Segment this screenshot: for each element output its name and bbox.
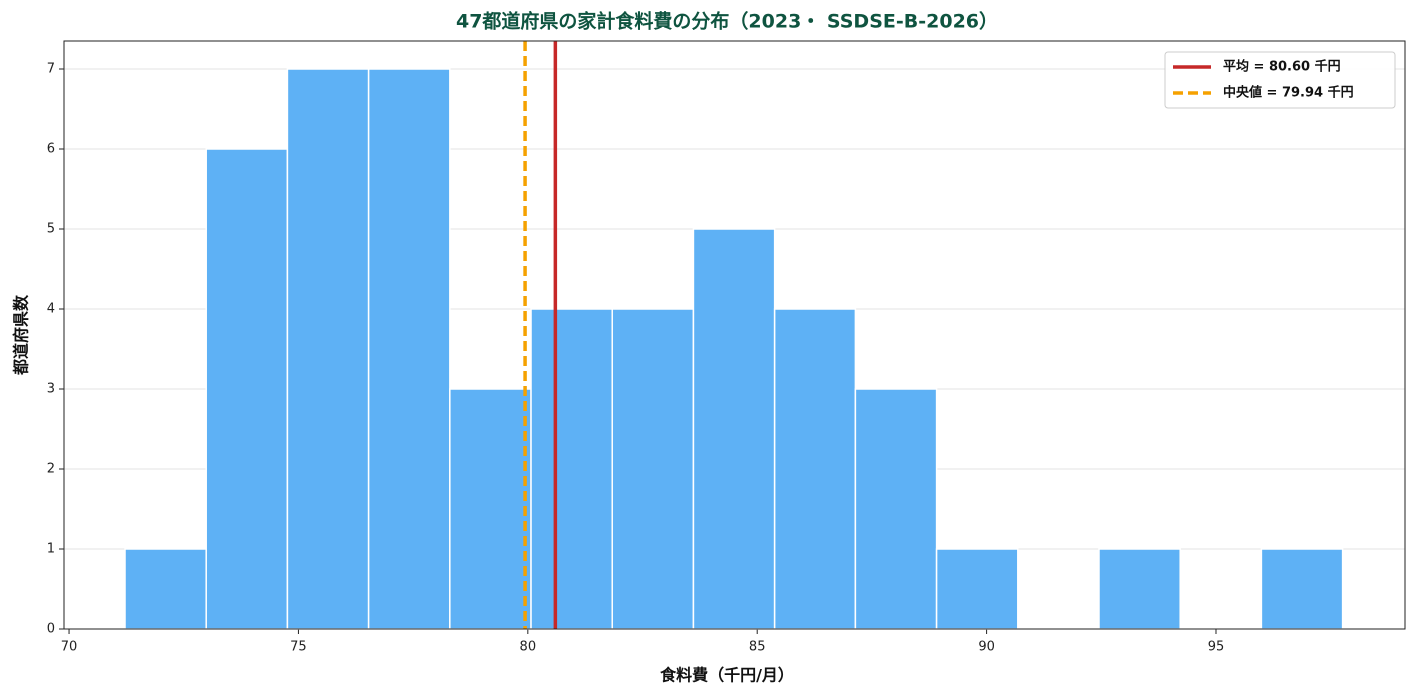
y-tick-label: 2: [47, 462, 55, 477]
bar: [124, 548, 207, 630]
bar: [854, 388, 938, 630]
legend-box: [1164, 51, 1396, 109]
x-tick-label: 90: [978, 640, 995, 655]
y-axis-label: 都道府県数: [12, 294, 31, 376]
x-tick-label: 75: [290, 640, 307, 655]
x-tick-label: 85: [749, 640, 766, 655]
bar: [935, 548, 1019, 630]
bar: [1260, 548, 1344, 630]
bar: [1098, 548, 1181, 630]
y-tick-label: 7: [47, 62, 55, 77]
bar: [205, 148, 289, 630]
y-tick-label: 0: [47, 622, 55, 637]
bar: [367, 68, 451, 630]
bar: [449, 388, 532, 630]
y-tick-label: 5: [47, 222, 55, 237]
bar: [692, 228, 776, 630]
bar: [611, 308, 695, 630]
chart-title: 47都道府県の家計食料費の分布（2023・ SSDSE-B-2026）: [456, 10, 998, 33]
y-tick-label: 6: [47, 142, 55, 157]
x-tick-label: 95: [1208, 640, 1225, 655]
x-axis-label: 食料費（千円/月）: [659, 666, 794, 685]
x-tick-label: 70: [61, 640, 78, 655]
bar: [286, 68, 370, 630]
bar: [773, 308, 857, 630]
plot-frame: [63, 40, 1406, 630]
legend-label: 平均 = 80.60 千円: [1223, 59, 1341, 75]
legend-label: 中央値 = 79.94 千円: [1223, 85, 1354, 101]
x-tick-label: 80: [520, 640, 537, 655]
y-tick-label: 4: [47, 302, 55, 317]
y-tick-label: 3: [47, 382, 55, 397]
bar: [530, 308, 613, 630]
y-tick-label: 1: [47, 542, 55, 557]
